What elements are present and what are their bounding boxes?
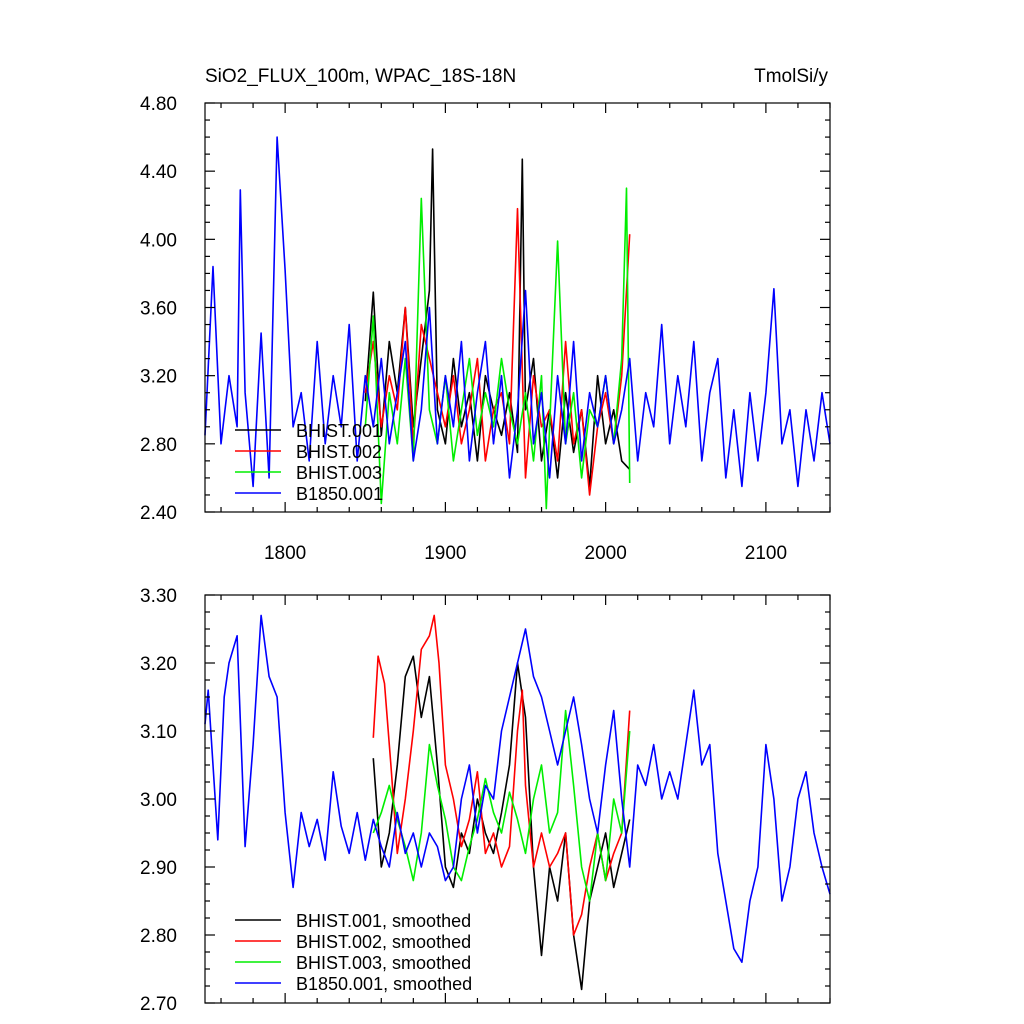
y-tick-label: 4.40 xyxy=(140,162,177,183)
y-tick-label: 2.80 xyxy=(140,435,177,456)
series-line-bhist-002-smoothed xyxy=(372,614,631,936)
series-line-bhist-001-smoothed xyxy=(372,655,631,991)
series-line-b1850-001-smoothed xyxy=(204,614,831,964)
legend-label: BHIST.001 xyxy=(296,421,382,441)
top-panel: SiO2_FLUX_100m, WPAC_18S-18N TmolSi/y 2.… xyxy=(140,66,831,564)
y-tick-label: 2.80 xyxy=(140,926,177,947)
legend-label: BHIST.003 xyxy=(296,463,382,483)
legend-label: B1850.001, smoothed xyxy=(296,974,472,994)
legend-label: BHIST.002, smoothed xyxy=(296,932,471,952)
bottom-panel: 2.70 2.80 2.90 3.00 3.10 3.20 3.30 BHIST.001, s… xyxy=(140,586,831,1015)
x-tick-label: 2100 xyxy=(745,543,787,564)
y-tick-label: 3.20 xyxy=(140,367,177,388)
y-tick-label: 3.20 xyxy=(140,654,177,675)
y-tick-label: 4.00 xyxy=(140,230,177,251)
top-panel-units: TmolSi/y xyxy=(754,66,828,87)
y-tick-label: 2.90 xyxy=(140,858,177,879)
x-tick-label: 2000 xyxy=(585,543,627,564)
legend-label: BHIST.003, smoothed xyxy=(296,953,471,973)
top-plot-area: 2.40 2.80 3.20 3.60 4.00 4.40 4.80 1800 1900 2000… xyxy=(140,94,831,564)
y-tick-label: 3.60 xyxy=(140,299,177,320)
x-tick-label: 1800 xyxy=(264,543,306,564)
bottom-plot-area: 2.70 2.80 2.90 3.00 3.10 3.20 3.30 BHIST.001, s… xyxy=(140,586,831,1015)
y-tick-label: 3.10 xyxy=(140,722,177,743)
series-line-b1850-001 xyxy=(204,136,831,488)
y-tick-label: 2.70 xyxy=(140,994,177,1015)
legend-label: B1850.001 xyxy=(296,484,383,504)
y-tick-label: 3.00 xyxy=(140,790,177,811)
y-tick-label: 4.80 xyxy=(140,94,177,115)
top-panel-title: SiO2_FLUX_100m, WPAC_18S-18N xyxy=(205,66,516,87)
y-tick-label: 2.40 xyxy=(140,503,177,524)
y-tick-label: 3.30 xyxy=(140,586,177,607)
x-tick-label: 1900 xyxy=(424,543,466,564)
series-line-bhist-003-smoothed xyxy=(372,709,631,902)
series-line-bhist-002 xyxy=(364,207,631,496)
legend-label: BHIST.002 xyxy=(296,442,382,462)
legend-label: BHIST.001, smoothed xyxy=(296,911,471,931)
